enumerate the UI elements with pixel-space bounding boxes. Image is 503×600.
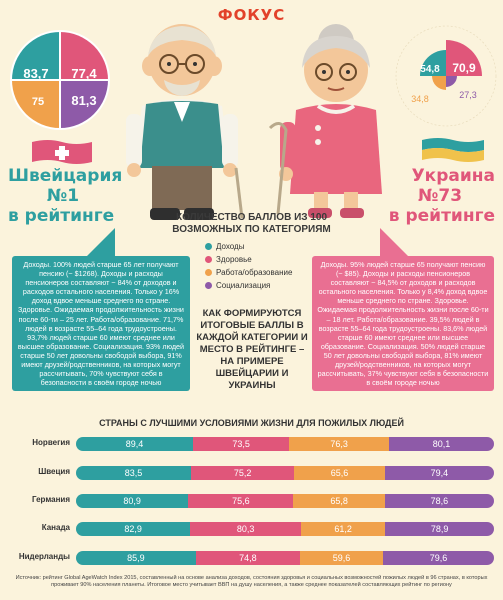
switzerland-details-panel: Доходы. 100% людей старше 65 лет получаю… <box>12 256 190 392</box>
bar-segment: 76,3 <box>289 437 390 451</box>
ua-panel-pointer <box>380 228 410 258</box>
ua-score-social: 27,3 <box>459 90 477 100</box>
ua-social-sector <box>446 76 457 87</box>
bar-segment: 75,2 <box>190 466 295 480</box>
ranking-row: Швеция 83,5 75,2 65,6 79,4 <box>0 466 503 480</box>
ch-work-sector <box>12 80 60 128</box>
logo: ФОКУС <box>217 6 286 24</box>
ch-score-social: 81,3 <box>71 93 96 108</box>
bar-segment: 89,4 <box>76 437 194 451</box>
ch-score-income: 83,7 <box>23 66 48 81</box>
bar-segment: 83,5 <box>76 466 191 480</box>
ukraine-name: Украина <box>411 166 495 186</box>
legend-label: Доходы <box>216 242 245 251</box>
ua-score-income: 54,8 <box>420 64 440 75</box>
legend-label: Работа/образование <box>216 268 293 277</box>
legend: Доходы Здоровье Работа/образование Социа… <box>205 240 292 292</box>
ua-health-sector <box>446 40 482 76</box>
ch-panel-pointer <box>85 228 115 258</box>
switzerland-pie: 83,7 77,4 75 81,3 <box>10 30 110 130</box>
ua-score-work: 34,8 <box>411 94 429 104</box>
switzerland-flag-icon <box>32 140 92 164</box>
ukraine-rank-suffix: в рейтинге <box>388 206 495 226</box>
bar-segment: 80,1 <box>389 437 494 451</box>
ch-score-health: 77,4 <box>71 66 97 81</box>
country-label: Швеция <box>38 467 70 476</box>
ua-income-sector <box>420 50 446 76</box>
ranking-row: Нидерланды 85,9 74,8 59,6 79,6 <box>0 551 503 565</box>
ch-income-sector <box>12 32 60 80</box>
bar-segment: 80,9 <box>76 494 189 508</box>
legend-label: Социализация <box>216 281 271 290</box>
legend-dot <box>205 269 212 276</box>
ukraine-title: Украина №73 в рейтинге <box>385 166 495 226</box>
country-label: Германия <box>31 495 70 504</box>
bar-segment: 82,9 <box>76 522 191 536</box>
bar-segment: 85,9 <box>76 551 196 565</box>
bar-segment: 80,3 <box>190 522 301 536</box>
country-label: Канада <box>41 523 70 532</box>
switzerland-title: Швейцария №1 в рейтинге <box>8 166 123 226</box>
legend-dot <box>205 256 212 263</box>
ch-social-sector <box>60 80 108 128</box>
ranking-row: Норвегия 89,4 73,5 76,3 80,1 <box>0 437 503 451</box>
ranking-title: СТРАНЫ С ЛУЧШИМИ УСЛОВИЯМИ ЖИЗНИ ДЛЯ ПОЖ… <box>99 418 404 428</box>
legend-item: Доходы <box>205 240 292 253</box>
legend-dot <box>205 243 212 250</box>
bar-segment: 65,8 <box>293 494 385 508</box>
switzerland-rank-suffix: в рейтинге <box>8 206 115 226</box>
country-label: Норвегия <box>32 438 70 447</box>
bar-segment: 61,2 <box>300 522 386 536</box>
ua-score-health: 70,9 <box>452 61 476 75</box>
bar-segment: 79,6 <box>383 551 494 565</box>
ukraine-pie: 54,8 70,9 34,8 27,3 <box>395 25 497 127</box>
switzerland-name: Швейцария <box>8 166 123 186</box>
switzerland-rank: №1 <box>46 186 80 206</box>
methodology-text: КАК ФОРМИРУЮТСЯ ИТОГОВЫЕ БАЛЛЫ В КАЖДОЙ … <box>196 308 308 391</box>
bar-segment: 65,6 <box>294 466 385 480</box>
grandmother-illustration <box>268 24 382 218</box>
bar-segment: 74,8 <box>195 551 300 565</box>
categories-title: КОЛИЧЕСТВО БАЛЛОВ ИЗ 100 ВОЗМОЖНЫХ ПО КА… <box>172 212 331 235</box>
legend-item: Работа/образование <box>205 266 292 279</box>
bar-segment: 79,4 <box>384 466 494 480</box>
country-label: Нидерланды <box>18 552 70 561</box>
ukraine-flag-icon <box>422 138 484 162</box>
bar-segment: 75,6 <box>188 494 294 508</box>
legend-dot <box>205 282 212 289</box>
bar-segment: 59,6 <box>299 551 384 565</box>
bar-segment: 78,9 <box>385 522 494 536</box>
ranking-row: Германия 80,9 75,6 65,8 78,6 <box>0 494 503 508</box>
bar-segment: 73,5 <box>193 437 290 451</box>
ukraine-rank: №73 <box>417 186 463 206</box>
legend-item: Здоровье <box>205 253 292 266</box>
ranking-row: Канада 82,9 80,3 61,2 78,9 <box>0 522 503 536</box>
legend-item: Социализация <box>205 279 292 292</box>
legend-label: Здоровье <box>216 255 252 264</box>
ch-score-work: 75 <box>32 96 44 108</box>
bar-segment: 78,6 <box>384 494 494 508</box>
ukraine-details-panel: Доходы. 95% людей старше 65 получают пен… <box>312 256 494 392</box>
grandfather-illustration <box>126 24 244 220</box>
source-note: Источник: рейтинг Global AgeWatch Index … <box>15 575 488 588</box>
ch-health-sector <box>60 32 108 80</box>
ua-work-sector <box>432 76 446 90</box>
